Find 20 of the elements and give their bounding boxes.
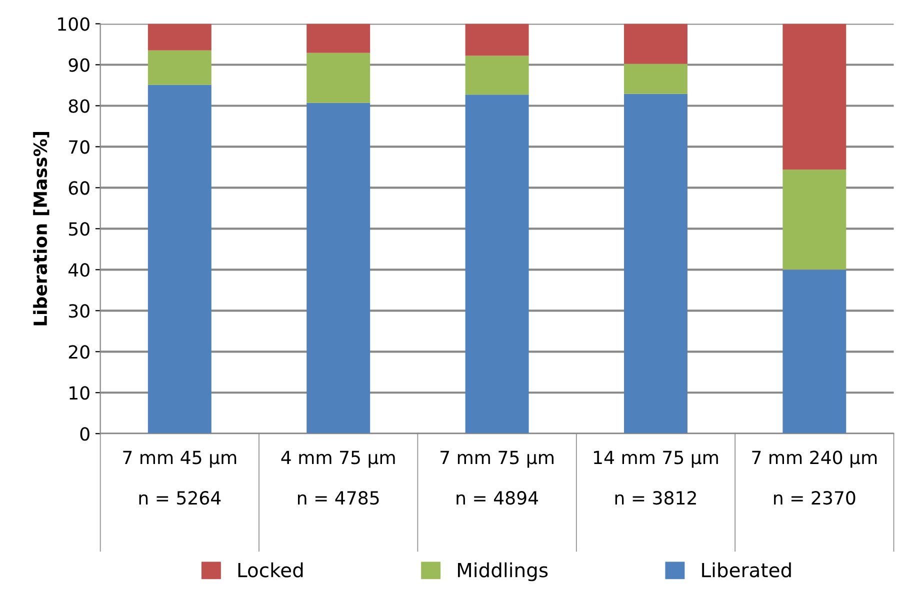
y-tick-label: 20 bbox=[68, 345, 90, 359]
y-tick-label: 0 bbox=[80, 427, 90, 441]
y-tick-label: 100 bbox=[58, 17, 90, 31]
y-tick-label: 60 bbox=[68, 181, 90, 195]
y-tick-label: 90 bbox=[68, 58, 90, 72]
category-label: 14 mm 75 µm n = 3812 bbox=[594, 450, 718, 505]
y-tick-label: 10 bbox=[70, 386, 90, 400]
category-label: 7 mm 45 µm n = 5264 bbox=[123, 450, 236, 505]
legend-label: Liberated bbox=[702, 562, 791, 578]
category-label: 7 mm 240 µm n = 2370 bbox=[752, 450, 877, 505]
legend-label: Middlings bbox=[458, 562, 548, 582]
y-tick-label: 50 bbox=[69, 222, 90, 236]
category-label: 7 mm 75 µm n = 4894 bbox=[440, 450, 554, 505]
y-tick-label: 80 bbox=[68, 99, 90, 113]
y-tick-label: 30 bbox=[69, 304, 90, 318]
y-tick-label: 40 bbox=[68, 263, 90, 277]
y-axis-title: Liberation [Mass%] bbox=[33, 132, 50, 326]
y-tick-label: 70 bbox=[69, 140, 90, 154]
legend-label: Locked bbox=[238, 562, 303, 578]
category-label: 4 mm 75 µm n = 4785 bbox=[281, 450, 395, 505]
